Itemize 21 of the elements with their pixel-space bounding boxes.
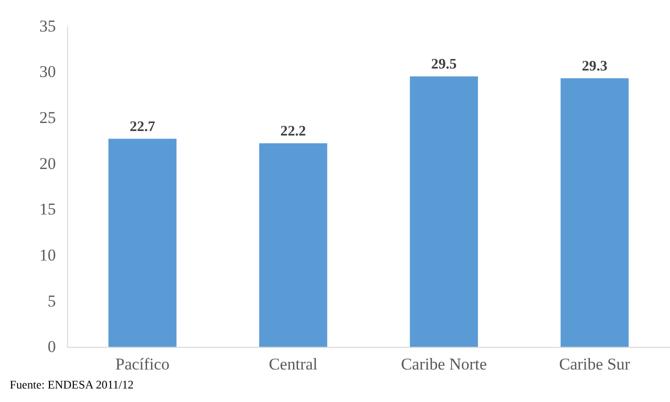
y-tick-label: 20 [39, 154, 56, 173]
x-tick-label: Central [268, 354, 318, 374]
x-tick-label: Caribe Sur [559, 354, 631, 374]
bar [259, 143, 328, 347]
y-tick-label: 35 [39, 16, 56, 36]
bar [410, 76, 478, 347]
bar [560, 78, 629, 347]
y-tick-label: 30 [39, 62, 56, 82]
y-tick-label: 25 [39, 108, 56, 127]
y-tick-label: 5 [48, 291, 56, 310]
data-label: 22.2 [280, 124, 306, 140]
y-tick-label: 10 [39, 246, 56, 265]
source-note: Fuente: ENDESA 2011/12 [10, 378, 134, 392]
bar [108, 138, 176, 347]
data-label: 29.5 [431, 56, 457, 73]
data-label: 22.7 [130, 118, 156, 135]
x-tick-label: Pacífico [115, 354, 170, 374]
x-tick-label: Caribe Norte [401, 354, 487, 374]
y-tick-label: 0 [48, 337, 56, 356]
y-tick-label: 15 [39, 200, 56, 219]
data-label: 29.3 [582, 58, 608, 74]
